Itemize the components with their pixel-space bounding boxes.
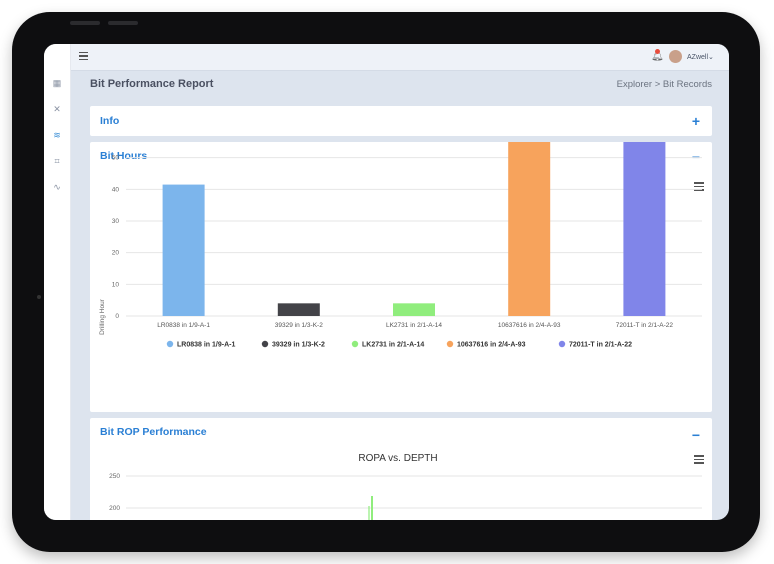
- x-tick-label: 39329 in 1/3-K-2: [275, 322, 323, 329]
- activity-icon[interactable]: ∿: [53, 182, 61, 192]
- crop-icon[interactable]: ⌗: [54, 156, 60, 166]
- bar[interactable]: [371, 496, 373, 520]
- bell-icon[interactable]: 🔔︎: [651, 51, 664, 62]
- y-tick-label: 0: [115, 313, 119, 320]
- bit-hours-title: Bit Hours: [100, 150, 148, 162]
- avatar[interactable]: [669, 50, 682, 63]
- y-tick-label: 250: [109, 473, 120, 480]
- power-button: [108, 21, 138, 25]
- rop-chart: ROPA vs. DEPTH 250 200: [109, 453, 702, 520]
- legend-item[interactable]: LK2731 in 2/1-A-14: [362, 342, 424, 349]
- top-bar: 🔔︎ AZwell⌄: [71, 44, 729, 71]
- x-tick-label: LK2731 in 2/1-A-14: [386, 322, 442, 329]
- legend-marker: [261, 340, 269, 348]
- y-tick-label: 30: [112, 218, 120, 225]
- breadcrumb-root[interactable]: Explorer: [616, 79, 653, 90]
- y-tick-label: 20: [112, 250, 120, 257]
- user-menu[interactable]: AZwell⌄: [687, 53, 714, 61]
- user-name: AZwell: [687, 54, 709, 61]
- y-tick-label: 50: [112, 155, 120, 162]
- legend-item[interactable]: 72011-T in 2/1-A-22: [569, 342, 632, 349]
- x-tick-label: 72011-T in 2/1-A-22: [616, 322, 674, 329]
- breadcrumb-separator: >: [654, 79, 661, 90]
- info-card: Info +: [90, 106, 712, 136]
- legend-marker: [446, 340, 454, 348]
- y-tick-label: 10: [112, 281, 120, 288]
- breadcrumb: Explorer > Bit Records: [617, 79, 712, 90]
- bar[interactable]: [277, 303, 320, 316]
- database-icon[interactable]: ≋: [53, 130, 61, 140]
- chart-menu-icon[interactable]: [694, 455, 704, 466]
- legend-item[interactable]: LR0838 in 1/9-A-1: [177, 342, 235, 349]
- page-title: Bit Performance Report: [90, 78, 214, 90]
- legend-marker: [351, 340, 359, 348]
- bar[interactable]: [368, 506, 370, 520]
- chart-title: ROPA vs. DEPTH: [358, 453, 437, 464]
- legend-marker: [166, 340, 174, 348]
- hamburger-icon[interactable]: [79, 52, 88, 60]
- notification-badge: [655, 49, 660, 54]
- x-tick-label: LR0838 in 1/9-A-1: [157, 322, 210, 329]
- y-tick-label: 40: [112, 186, 120, 193]
- bar[interactable]: [623, 142, 666, 316]
- chevron-down-icon: ⌄: [708, 54, 714, 61]
- sidebar: ▦ ✕ ≋ ⌗ ∿: [44, 44, 71, 520]
- bar[interactable]: [508, 142, 551, 316]
- legend-item[interactable]: 39329 in 1/3-K-2: [272, 342, 325, 349]
- app-screen: ▦ ✕ ≋ ⌗ ∿ 🔔︎ AZwell⌄ Bit Performance Rep…: [44, 44, 729, 520]
- bit-rop-card: Bit ROP Performance − ROPA vs. DEPTH 250…: [90, 418, 712, 520]
- breadcrumb-current: Bit Records: [662, 79, 712, 90]
- legend-item[interactable]: 10637616 in 2/4-A-93: [457, 342, 526, 349]
- legend-marker: [558, 340, 566, 348]
- bar[interactable]: [393, 303, 435, 316]
- dashboard-icon[interactable]: ▦: [52, 78, 62, 88]
- camera-dot: [37, 295, 41, 299]
- x-tick-label: 10637616 in 2/4-A-93: [498, 322, 561, 329]
- y-axis-label: Drilling Hour: [99, 298, 106, 335]
- y-tick-label: 200: [109, 505, 120, 512]
- volume-button: [70, 21, 100, 25]
- tools-icon[interactable]: ✕: [53, 104, 61, 114]
- bit-rop-title: Bit ROP Performance: [100, 426, 207, 438]
- bit-hours-card: Bit Hours − 0102030405060 LR0838 in 1/9-…: [90, 142, 712, 412]
- bit-hours-collapse-button[interactable]: −: [691, 149, 700, 165]
- info-expand-button[interactable]: +: [691, 113, 700, 129]
- info-title: Info: [100, 115, 120, 127]
- bit-rop-collapse-button[interactable]: −: [691, 427, 700, 443]
- bar[interactable]: [162, 184, 205, 316]
